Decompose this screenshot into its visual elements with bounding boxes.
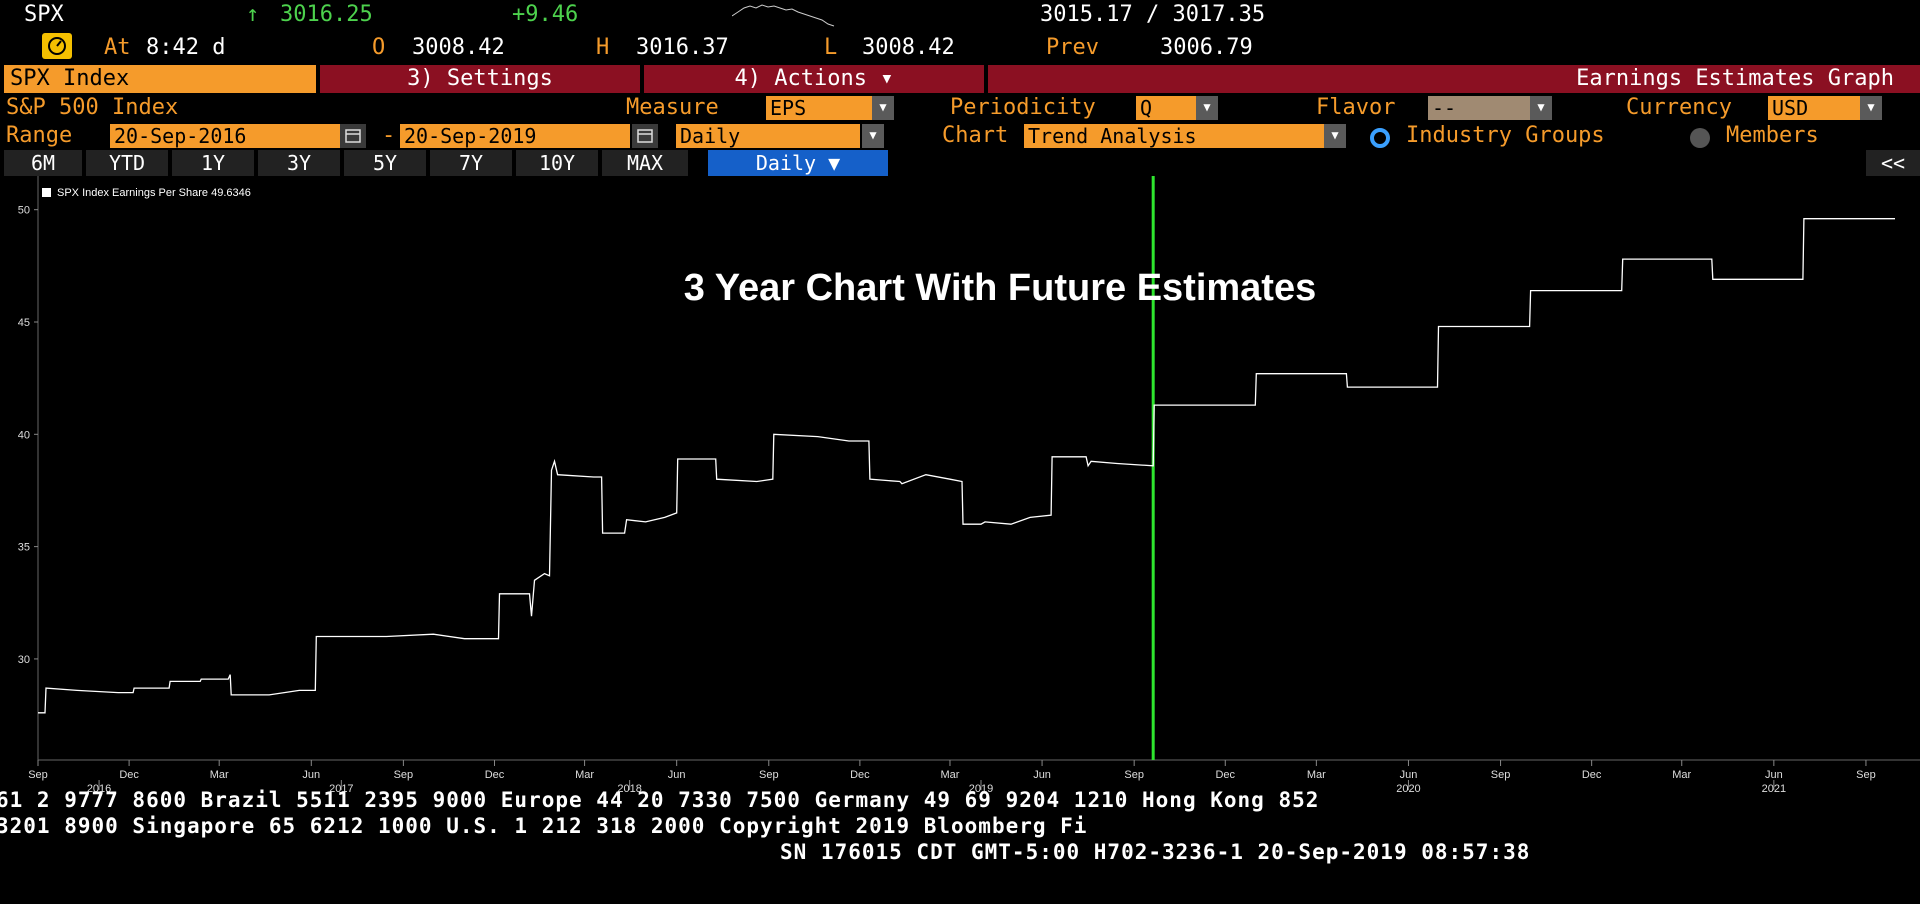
footer-contacts-line1: 61 2 9777 8600 Brazil 5511 2395 9000 Eur… bbox=[0, 788, 1320, 812]
x-year-label: 2021 bbox=[1762, 783, 1786, 795]
security-name: S&P 500 Index bbox=[6, 95, 179, 120]
low-label: L bbox=[824, 35, 838, 60]
quote-time: 8:42 d bbox=[146, 35, 226, 60]
footer-session-info: SN 176015 CDT GMT-5:00 H702-3236-1 20-Se… bbox=[780, 840, 1531, 864]
calendar-icon[interactable] bbox=[632, 124, 658, 148]
x-month-label: Sep bbox=[28, 769, 48, 781]
x-month-label: Dec bbox=[1582, 769, 1602, 781]
tab-ytd[interactable]: YTD bbox=[86, 150, 168, 176]
y-tick-label: 30 bbox=[18, 654, 30, 666]
x-year-label: 2020 bbox=[1396, 783, 1420, 795]
eps-chart: 30 35 40 45 50 Sep Dec Mar Jun Sep Dec Mar Jun Sep Dec… bbox=[18, 176, 1920, 795]
up-arrow-icon: ↑ bbox=[246, 2, 260, 27]
members-radio[interactable] bbox=[1690, 128, 1710, 148]
x-year-label: 2018 bbox=[617, 783, 641, 795]
measure-label: Measure bbox=[626, 95, 719, 120]
y-tick-label: 45 bbox=[18, 317, 30, 329]
range-start-field[interactable]: 20-Sep-2016 bbox=[110, 124, 340, 148]
periodicity-label: Periodicity bbox=[950, 95, 1096, 120]
chart-type-dropdown-icon[interactable]: ▼ bbox=[1324, 124, 1346, 148]
tab-7y[interactable]: 7Y bbox=[430, 150, 512, 176]
currency-select[interactable]: USD bbox=[1768, 96, 1862, 120]
calendar-icon[interactable] bbox=[340, 124, 366, 148]
x-month-label: Mar bbox=[575, 769, 594, 781]
tab-1y[interactable]: 1Y bbox=[172, 150, 254, 176]
chart-annotation: 3 Year Chart With Future Estimates bbox=[684, 267, 1316, 309]
ticker-symbol: SPX bbox=[24, 2, 64, 27]
x-month-label: Mar bbox=[1307, 769, 1326, 781]
frequency-dropdown-icon[interactable]: ▼ bbox=[862, 124, 884, 148]
x-month-label: Dec bbox=[485, 769, 505, 781]
x-month-label: Dec bbox=[119, 769, 139, 781]
legend-swatch bbox=[42, 188, 51, 197]
x-month-label: Sep bbox=[394, 769, 414, 781]
footer-contacts-line2: 3201 8900 Singapore 65 6212 1000 U.S. 1 … bbox=[0, 814, 1088, 838]
currency-label: Currency bbox=[1626, 95, 1732, 120]
tab-5y[interactable]: 5Y bbox=[344, 150, 426, 176]
y-tick-label: 50 bbox=[18, 205, 30, 217]
x-month-label: Sep bbox=[1491, 769, 1511, 781]
range-label: Range bbox=[6, 123, 73, 148]
x-month-label: Jun bbox=[302, 769, 320, 781]
x-month-label: Sep bbox=[759, 769, 779, 781]
tab-10y[interactable]: 10Y bbox=[516, 150, 598, 176]
tab-3y[interactable]: 3Y bbox=[258, 150, 340, 176]
x-month-label: Mar bbox=[1672, 769, 1691, 781]
x-year-label: 2019 bbox=[969, 783, 993, 795]
x-month-label: Sep bbox=[1856, 769, 1876, 781]
open-label: O bbox=[372, 35, 386, 60]
at-label: At bbox=[104, 35, 131, 60]
security-field[interactable]: SPX Index bbox=[4, 65, 316, 93]
frequency-select[interactable]: Daily bbox=[676, 124, 860, 148]
x-month-label: Jun bbox=[668, 769, 686, 781]
function-title: Earnings Estimates Graph bbox=[988, 65, 1920, 93]
industry-groups-label: Industry Groups bbox=[1406, 123, 1605, 148]
chart-label: Chart bbox=[942, 123, 1009, 148]
tab-6m[interactable]: 6M bbox=[4, 150, 82, 176]
low-value: 3008.42 bbox=[862, 35, 955, 60]
eps-series-line bbox=[38, 218, 1895, 714]
periodicity-dropdown-icon[interactable]: ▼ bbox=[1196, 96, 1218, 120]
tab-max[interactable]: MAX bbox=[602, 150, 688, 176]
range-end-field[interactable]: 20-Sep-2019 bbox=[400, 124, 630, 148]
open-value: 3008.42 bbox=[412, 35, 505, 60]
range-separator: - bbox=[382, 123, 396, 148]
flavor-label: Flavor bbox=[1316, 95, 1396, 120]
x-month-label: Sep bbox=[1124, 769, 1144, 781]
flavor-dropdown-icon[interactable]: ▼ bbox=[1530, 96, 1552, 120]
high-label: H bbox=[596, 35, 610, 60]
x-month-label: Jun bbox=[1765, 769, 1783, 781]
net-change: +9.46 bbox=[512, 2, 579, 27]
flavor-select[interactable]: -- bbox=[1428, 96, 1530, 120]
last-price: 3016.25 bbox=[280, 2, 373, 27]
members-label: Members bbox=[1726, 123, 1819, 148]
y-tick-label: 35 bbox=[18, 542, 30, 554]
measure-dropdown-icon[interactable]: ▼ bbox=[872, 96, 894, 120]
legend-label: SPX Index Earnings Per Share 49.6346 bbox=[57, 187, 251, 199]
bid-ask: 3015.17 / 3017.35 bbox=[1040, 2, 1266, 27]
x-year-label: 2016 bbox=[87, 783, 111, 795]
settings-menu[interactable]: 3) Settings bbox=[320, 65, 640, 93]
chart-type-select[interactable]: Trend Analysis bbox=[1024, 124, 1324, 148]
prev-label: Prev bbox=[1046, 35, 1099, 60]
x-month-label: Dec bbox=[850, 769, 870, 781]
x-month-label: Jun bbox=[1400, 769, 1418, 781]
daily-frequency-button[interactable]: Daily ▼ bbox=[708, 150, 888, 176]
x-month-label: Mar bbox=[210, 769, 229, 781]
currency-dropdown-icon[interactable]: ▼ bbox=[1860, 96, 1882, 120]
prev-value: 3006.79 bbox=[1160, 35, 1253, 60]
y-tick-label: 40 bbox=[18, 429, 30, 441]
periodicity-select[interactable]: Q bbox=[1136, 96, 1198, 120]
measure-select[interactable]: EPS bbox=[766, 96, 876, 120]
actions-menu[interactable]: 4) Actions ▾ bbox=[644, 65, 984, 93]
x-month-label: Jun bbox=[1033, 769, 1051, 781]
alert-icon[interactable] bbox=[42, 33, 72, 59]
high-value: 3016.37 bbox=[636, 35, 729, 60]
x-year-label: 2017 bbox=[329, 783, 353, 795]
collapse-button[interactable]: << bbox=[1866, 150, 1920, 176]
x-month-label: Dec bbox=[1215, 769, 1235, 781]
x-month-label: Mar bbox=[940, 769, 959, 781]
sparkline-icon bbox=[732, 4, 835, 27]
industry-groups-radio[interactable] bbox=[1370, 128, 1390, 148]
